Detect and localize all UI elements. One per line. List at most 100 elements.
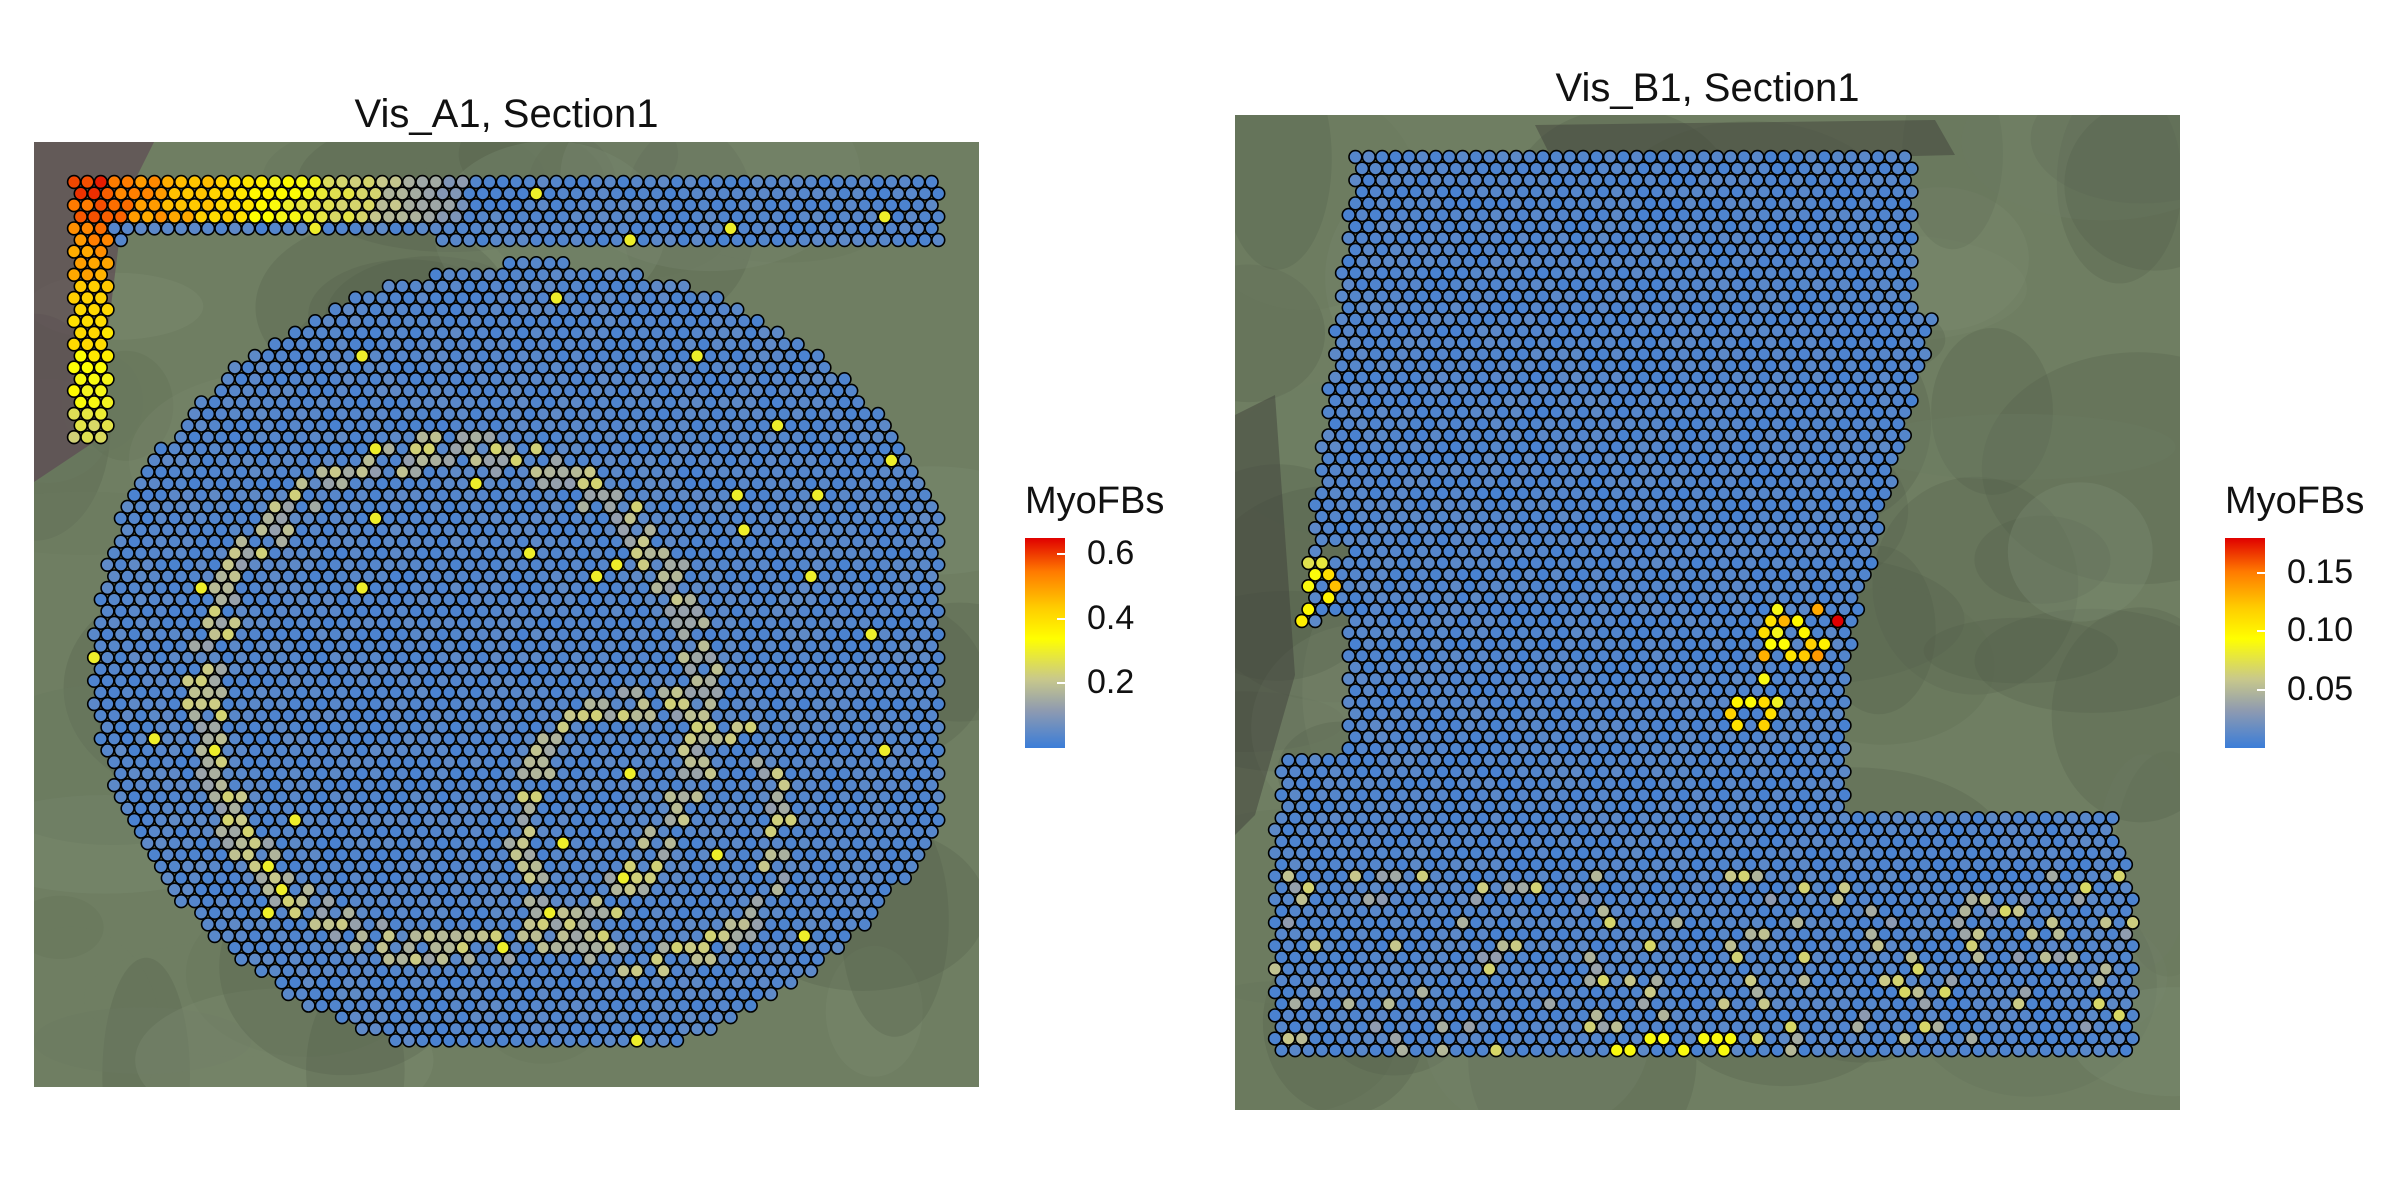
- data-point: [515, 789, 531, 804]
- data-point: [274, 673, 289, 688]
- data-point: [843, 731, 859, 746]
- data-point: [1549, 358, 1564, 374]
- data-point: [509, 986, 524, 1002]
- data-point: [569, 743, 584, 758]
- data-point: [522, 174, 537, 190]
- data-point: [140, 511, 155, 526]
- data-point: [1716, 184, 1732, 200]
- data-point: [783, 186, 799, 201]
- data-point: [542, 719, 557, 735]
- data-point: [703, 673, 718, 688]
- data-point: [515, 580, 531, 596]
- data-point: [864, 209, 879, 225]
- data-point: [174, 499, 189, 514]
- tissue-texture: [1902, 115, 2003, 250]
- data-point: [669, 638, 685, 654]
- data-point: [683, 638, 698, 654]
- data-point: [93, 685, 109, 700]
- data-point: [408, 696, 423, 712]
- data-point: [388, 754, 403, 770]
- data-point: [1917, 323, 1933, 339]
- data-point: [167, 882, 182, 897]
- data-point: [1636, 207, 1651, 223]
- data-point: [448, 302, 464, 317]
- data-point: [388, 314, 403, 329]
- data-point: [395, 951, 410, 967]
- data-point: [716, 186, 732, 201]
- data-point: [261, 464, 276, 480]
- data-point: [1354, 277, 1370, 292]
- data-point: [415, 522, 430, 538]
- data-point: [770, 209, 785, 225]
- data-point: [287, 464, 303, 480]
- data-point: [294, 731, 309, 746]
- data-point: [482, 638, 497, 654]
- data-point: [709, 430, 725, 445]
- data-point: [421, 418, 437, 433]
- data-point: [361, 661, 376, 677]
- data-point: [261, 488, 276, 503]
- data-point: [535, 1009, 551, 1025]
- data-point: [294, 754, 309, 770]
- data-point: [462, 511, 477, 526]
- data-point: [890, 835, 906, 851]
- data-point: [80, 383, 95, 399]
- data-point: [555, 650, 571, 665]
- data-point: [1462, 184, 1477, 200]
- data-point: [294, 893, 309, 909]
- data-point: [341, 627, 356, 642]
- data-point: [93, 383, 109, 399]
- data-point: [756, 464, 772, 480]
- data-point: [421, 743, 437, 758]
- data-point: [488, 557, 504, 572]
- data-point: [857, 569, 872, 584]
- data-point: [442, 754, 457, 770]
- data-point: [294, 986, 309, 1002]
- data-point: [133, 661, 149, 677]
- data-point: [1797, 230, 1812, 246]
- data-point: [683, 847, 698, 862]
- data-point: [1388, 196, 1403, 211]
- data-point: [649, 186, 665, 201]
- data-point: [348, 522, 363, 538]
- data-point: [703, 928, 718, 944]
- data-point: [294, 499, 309, 514]
- data-point: [555, 928, 571, 944]
- data-point: [1683, 312, 1698, 327]
- data-point: [1910, 335, 1926, 350]
- data-point: [703, 302, 718, 317]
- data-point: [468, 661, 484, 677]
- data-point: [435, 557, 450, 572]
- data-point: [1542, 323, 1557, 339]
- data-point: [877, 835, 892, 851]
- data-point: [1602, 196, 1618, 211]
- data-point: [468, 174, 484, 190]
- data-point: [676, 534, 691, 549]
- data-point: [1723, 312, 1738, 327]
- data-point: [428, 337, 443, 352]
- data-point: [830, 383, 845, 399]
- data-point: [890, 719, 906, 735]
- data-point: [86, 232, 102, 248]
- data-point: [401, 824, 417, 839]
- data-point: [555, 302, 571, 317]
- data-point: [281, 546, 296, 561]
- data-point: [602, 661, 618, 677]
- data-point: [703, 209, 718, 225]
- data-point: [375, 1009, 390, 1025]
- data-point: [629, 940, 644, 955]
- data-point: [448, 975, 464, 990]
- data-point: [730, 302, 745, 317]
- data-point: [321, 661, 336, 677]
- data-point: [328, 488, 343, 503]
- data-point: [140, 488, 155, 503]
- data-point: [1482, 335, 1497, 350]
- data-point: [207, 766, 222, 781]
- data-point: [294, 592, 309, 607]
- data-point: [1522, 312, 1537, 327]
- data-point: [1448, 254, 1464, 269]
- data-point: [736, 940, 752, 955]
- data-point: [308, 476, 323, 491]
- data-point: [361, 383, 376, 399]
- data-point: [676, 604, 691, 619]
